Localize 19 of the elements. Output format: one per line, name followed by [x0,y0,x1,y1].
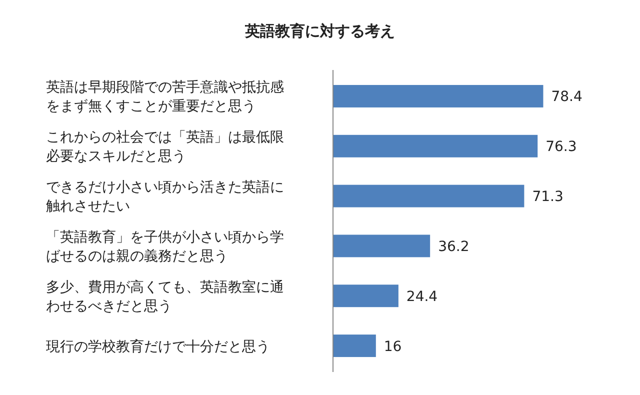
y-tick-label: 現行の学校教育だけで十分だと思う [46,338,270,355]
data-label: 36.2 [438,238,470,255]
bar [333,184,524,208]
chart-title: 英語教育に対する考え [244,22,395,40]
data-label: 71.3 [532,189,564,206]
bar [333,134,538,158]
bar [333,284,398,308]
bar [333,84,544,108]
data-label: 24.4 [406,288,438,305]
y-tick-label: 「英語教育」を子供が小さい頃から学ばせるのは親の義務だと思う [46,228,284,264]
y-tick-label: これからの社会では「英語」は最低限必要なスキルだと思う [46,130,284,165]
data-label: 16 [384,338,402,355]
data-label: 76.3 [546,139,577,156]
y-tick-label: 多少、費用が高くても、英語教室に通わせるべきだと思う [46,279,284,314]
y-tick-label: 英語は早期段階での苦手意識や抵抗感をまず無くすことが重要だと思う [46,80,284,115]
bar [333,234,430,258]
y-tick-label: できるだけ小さい頃から活きた英語に触れさせたい [46,180,284,215]
bar [333,334,376,358]
data-label: 78.4 [551,89,582,106]
